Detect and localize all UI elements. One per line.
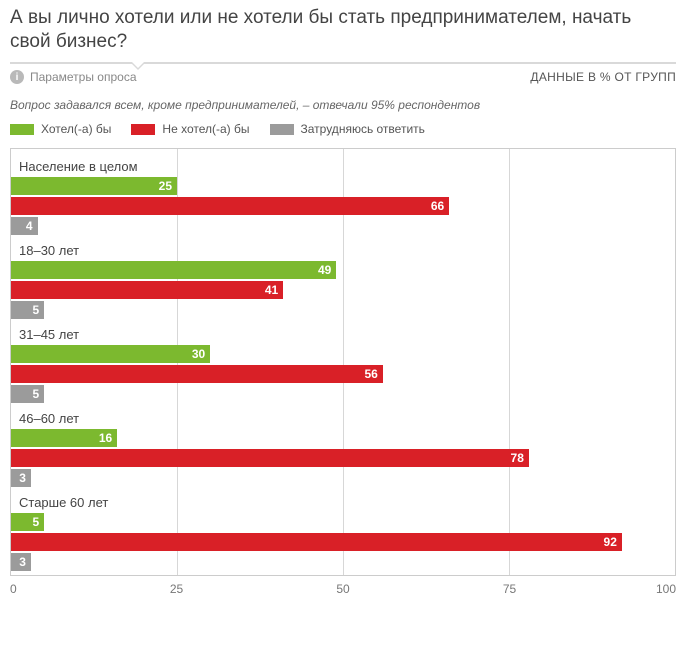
bar: 4: [11, 217, 38, 235]
bar: 3: [11, 553, 31, 571]
chart-group-label: 46–60 лет: [11, 409, 675, 429]
bar-row: 3: [11, 553, 675, 571]
bar: 25: [11, 177, 177, 195]
bar-row: 16: [11, 429, 675, 447]
axis-tick: 50: [336, 582, 349, 596]
axis-tick: 75: [503, 582, 516, 596]
legend-label: Хотел(-а) бы: [41, 122, 111, 136]
bar-row: 5: [11, 385, 675, 403]
survey-params[interactable]: i Параметры опроса: [10, 70, 137, 84]
info-icon: i: [10, 70, 24, 84]
bar: 92: [11, 533, 622, 551]
legend-item: Не хотел(-а) бы: [131, 122, 249, 136]
bar-row: 78: [11, 449, 675, 467]
legend-label: Затрудняюсь ответить: [301, 122, 425, 136]
chart-group-label: 18–30 лет: [11, 241, 675, 261]
legend-label: Не хотел(-а) бы: [162, 122, 249, 136]
axis-tick: 100: [656, 582, 676, 596]
bar: 3: [11, 469, 31, 487]
bar-row: 56: [11, 365, 675, 383]
bar: 5: [11, 385, 44, 403]
bar-row: 4: [11, 217, 675, 235]
bar: 30: [11, 345, 210, 363]
bar-row: 66: [11, 197, 675, 215]
legend-swatch: [270, 124, 294, 135]
survey-params-label: Параметры опроса: [30, 70, 137, 84]
bar: 41: [11, 281, 283, 299]
chart: Население в целом2566418–30 лет4941531–4…: [10, 148, 676, 576]
bar-row: 3: [11, 469, 675, 487]
bar: 5: [11, 513, 44, 531]
bar-row: 30: [11, 345, 675, 363]
legend-item: Хотел(-а) бы: [10, 122, 111, 136]
chart-group: Население в целом25 66 4: [11, 157, 675, 235]
bar: 78: [11, 449, 529, 467]
x-axis: 0 25 50 75 100: [10, 576, 676, 598]
bar: 49: [11, 261, 336, 279]
bar-row: 25: [11, 177, 675, 195]
bar: 66: [11, 197, 449, 215]
chart-group: 31–45 лет30 56 5: [11, 325, 675, 403]
chart-group: 18–30 лет49 41 5: [11, 241, 675, 319]
bar-row: 41: [11, 281, 675, 299]
page-title: А вы лично хотели или не хотели бы стать…: [10, 6, 676, 54]
chart-group: 46–60 лет16 78 3: [11, 409, 675, 487]
question-note: Вопрос задавался всем, кроме предпринима…: [10, 98, 676, 112]
bar-row: 92: [11, 533, 675, 551]
legend-item: Затрудняюсь ответить: [270, 122, 425, 136]
chart-group-label: Старше 60 лет: [11, 493, 675, 513]
legend-swatch: [131, 124, 155, 135]
meta-caption: ДАННЫЕ В % ОТ ГРУПП: [530, 70, 676, 84]
chart-group: Старше 60 лет5 92 3: [11, 493, 675, 571]
meta-row: i Параметры опроса ДАННЫЕ В % ОТ ГРУПП: [10, 70, 676, 84]
legend-swatch: [10, 124, 34, 135]
bar-row: 5: [11, 301, 675, 319]
bar: 5: [11, 301, 44, 319]
legend: Хотел(-а) бы Не хотел(-а) бы Затрудняюсь о…: [10, 122, 676, 136]
chart-group-label: 31–45 лет: [11, 325, 675, 345]
axis-tick: 25: [170, 582, 183, 596]
axis-tick: 0: [10, 582, 17, 596]
divider: [10, 62, 676, 64]
bar-row: 5: [11, 513, 675, 531]
bar: 16: [11, 429, 117, 447]
chart-group-label: Население в целом: [11, 157, 675, 177]
bar: 56: [11, 365, 383, 383]
bar-row: 49: [11, 261, 675, 279]
